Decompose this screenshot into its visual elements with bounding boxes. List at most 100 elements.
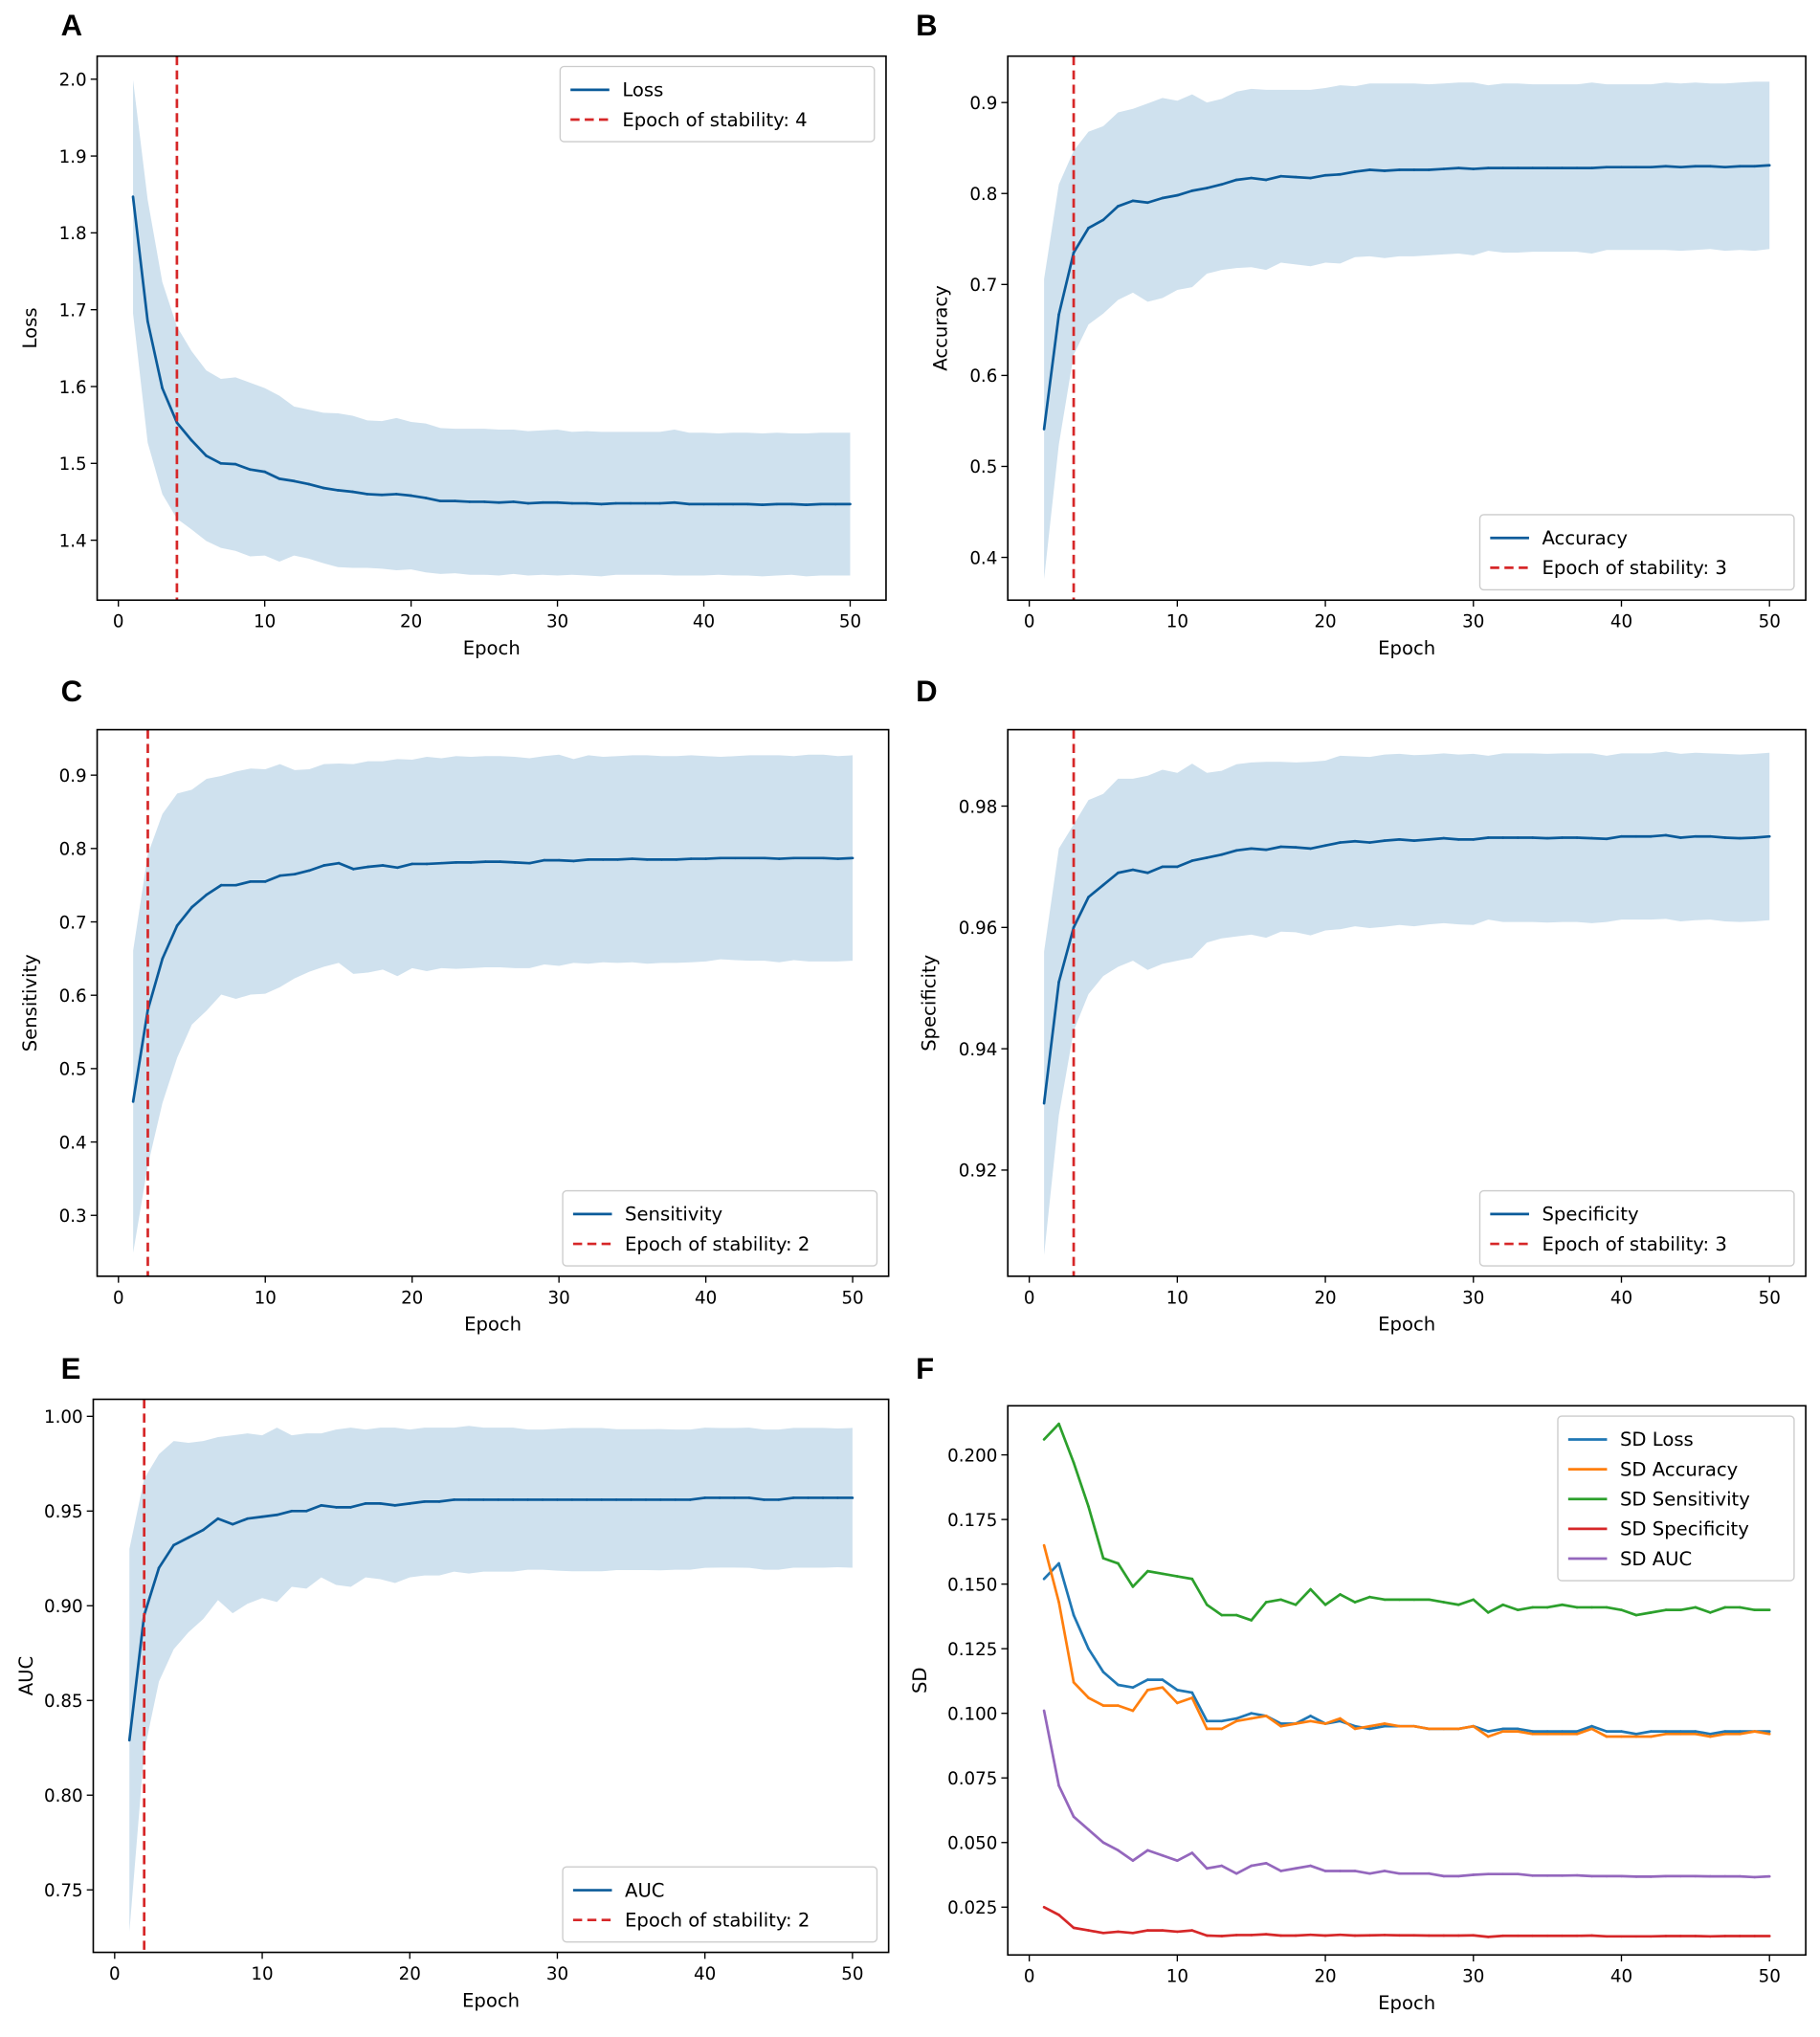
series-segment: [1234, 1712, 1254, 1720]
y-tick-label: 0.5: [969, 457, 997, 477]
mean-line-segment: [263, 874, 281, 883]
series-segment: [1161, 1678, 1179, 1692]
mean-line-segment: [454, 499, 472, 503]
series-segment: [1279, 1867, 1298, 1872]
chart-panel-b: B 0 10 20 30 40 50 0.4 0.5 0.6 0.7 0.8 0.9 Epoch Accur…: [916, 9, 1807, 659]
y-tick-label: 0.94: [959, 1040, 998, 1060]
mean-line-segment: [658, 500, 677, 505]
series-segment: [1368, 1722, 1387, 1728]
legend-label: SD Sensitivity: [1620, 1489, 1750, 1511]
series-segment: [1590, 1934, 1609, 1938]
mean-line-segment: [789, 502, 808, 507]
y-tick-label: 0.80: [44, 1786, 83, 1806]
mean-line-segment: [1190, 856, 1209, 862]
y-tick-label: 0.050: [947, 1834, 997, 1854]
series-segment: [1087, 1929, 1105, 1935]
mean-line-segment: [202, 1517, 220, 1532]
series-segment: [1161, 1929, 1179, 1934]
series-sd-auc: [1042, 1709, 1771, 1879]
mean-line-segment: [205, 454, 223, 465]
mean-line-segment: [805, 502, 823, 507]
series-segment: [1057, 1914, 1076, 1930]
mean-line-segment: [234, 879, 253, 887]
x-tick-label: 10: [254, 612, 276, 632]
mean-line-segment: [1323, 172, 1342, 177]
series-segment: [1575, 1727, 1593, 1736]
x-tick-label: 40: [695, 1288, 717, 1308]
mean-line-segment: [600, 501, 618, 506]
legend-label: AUC: [625, 1879, 664, 1901]
mean-line-segment: [1072, 227, 1090, 255]
series-segment: [1353, 1870, 1371, 1875]
mean-line-segment: [1472, 166, 1490, 170]
x-axis-label: Epoch: [463, 637, 521, 659]
legend-box: [1478, 514, 1795, 591]
x-tick-label: 30: [1462, 1288, 1484, 1308]
series-segment: [1456, 1724, 1476, 1731]
series-segment: [1190, 1696, 1209, 1731]
mean-line-segment: [1472, 836, 1490, 841]
y-tick-label: 1.6: [59, 378, 87, 398]
series-segment: [1131, 1569, 1149, 1588]
x-tick-label: 10: [1166, 1967, 1188, 1987]
panel-letter: E: [61, 1352, 81, 1385]
series-segment: [1042, 1422, 1060, 1441]
series-segment: [1264, 1715, 1283, 1728]
mean-line-segment: [1383, 168, 1401, 172]
series-segment: [1057, 1601, 1076, 1684]
y-tick-label: 0.5: [59, 1060, 87, 1080]
x-tick-label: 40: [1610, 612, 1632, 632]
series-sd-loss: [1042, 1561, 1771, 1736]
series-segment: [1679, 1605, 1698, 1612]
mean-line-segment: [1753, 834, 1771, 839]
mean-line-segment: [1323, 841, 1342, 848]
series-sd-accuracy: [1042, 1543, 1771, 1738]
series-segment: [1472, 1934, 1490, 1938]
x-tick-label: 30: [1462, 1967, 1484, 1987]
series-segment: [1442, 1601, 1460, 1606]
series-segment: [1087, 1696, 1105, 1707]
x-axis-label: Epoch: [462, 1989, 520, 2011]
y-axis-label: AUC: [15, 1656, 37, 1695]
mean-line-segment: [1220, 849, 1238, 856]
mean-line-segment: [276, 1509, 294, 1517]
series-segment: [1175, 1851, 1194, 1863]
mean-line-segment: [498, 500, 516, 504]
series-segment: [1131, 1929, 1149, 1935]
series-segment: [1234, 1716, 1254, 1723]
mean-line-segment: [1057, 251, 1076, 317]
y-tick-label: 1.9: [59, 147, 87, 167]
series-segment: [1264, 1933, 1283, 1937]
y-tick-label: 0.8: [59, 840, 87, 860]
chart-panel-d: D 0 10 20 30 40 50 0.92 0.94 0.96 0.98 Epoch Specifi…: [916, 675, 1807, 1336]
series-segment: [1383, 1722, 1401, 1728]
y-tick-label: 0.98: [959, 797, 998, 817]
mean-line-segment: [1205, 852, 1224, 859]
series-segment: [1294, 1933, 1312, 1937]
mean-line-segment: [1339, 839, 1357, 844]
axes-frame: [96, 55, 887, 602]
legend-box: [562, 1866, 878, 1943]
mean-line-segment: [394, 493, 412, 498]
y-axis-label: Loss: [19, 307, 41, 348]
mean-line-segment: [1264, 174, 1283, 182]
series-segment: [1708, 1605, 1727, 1614]
plot-area: [1042, 1422, 1771, 1938]
mean-line-segment: [440, 861, 458, 865]
series-segment: [1694, 1605, 1712, 1614]
y-tick-label: 0.100: [947, 1704, 997, 1724]
mean-line-segment: [380, 493, 398, 497]
x-tick-label: 50: [841, 1288, 863, 1308]
series-segment: [1250, 1715, 1268, 1720]
series-segment: [1309, 1719, 1327, 1725]
mean-line-segment: [127, 1613, 146, 1742]
mean-line-segment: [1042, 981, 1060, 1105]
x-tick-label: 40: [1610, 1967, 1632, 1987]
y-tick-label: 1.7: [59, 300, 87, 321]
mean-line-segment: [1679, 165, 1698, 169]
x-tick-label: 30: [546, 1964, 568, 1984]
mean-line-segment: [263, 470, 281, 480]
series-segment: [1117, 1704, 1135, 1713]
y-tick-label: 0.8: [969, 185, 997, 205]
mean-line-segment: [1294, 846, 1312, 851]
